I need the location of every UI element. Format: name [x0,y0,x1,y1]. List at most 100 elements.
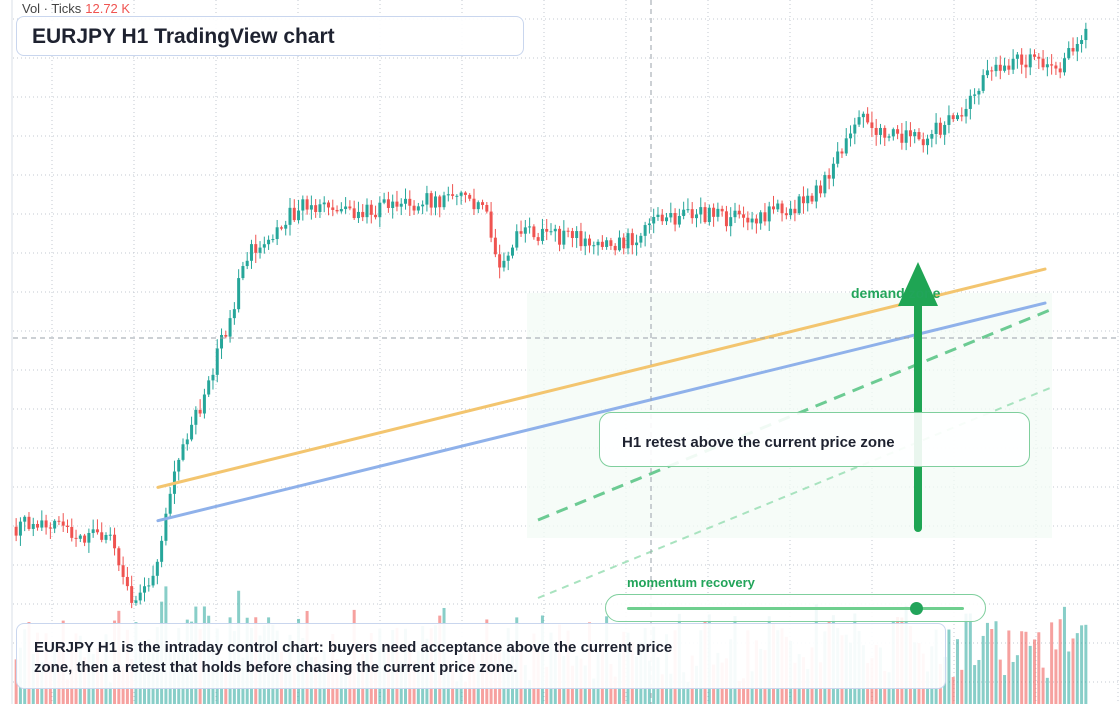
candle-body [348,206,352,209]
orange-trend-line [156,267,1047,489]
candle-body [951,115,955,120]
candle-body [331,207,335,210]
retest-note-card: H1 retest above the current price zone [599,412,1030,467]
candle-body [416,206,420,211]
candle-body [729,217,733,227]
candle-body [1080,40,1084,44]
candle-body [968,95,972,109]
volume-bar [1033,639,1037,704]
candle-body [121,565,125,577]
retest-note-text: H1 retest above the current price zone [622,434,895,451]
candle-body [365,204,369,218]
candle-body [258,247,262,253]
candle-body [134,600,138,603]
candle-body [489,211,493,238]
candle-body [887,136,891,138]
volume-bar [973,665,977,704]
candle-body [712,207,716,217]
candle-body [831,163,835,179]
candle-body [369,204,373,215]
candle-body [1045,64,1049,68]
volume-bar [455,681,459,704]
momentum-slider[interactable] [605,594,986,622]
candle-body [558,228,562,245]
candle-body [1050,64,1054,66]
volume-bar [613,676,617,704]
candle-body [472,198,476,210]
candle-body [185,439,189,445]
candle-body [78,535,82,539]
volume-bar [1084,624,1088,704]
candle-body [412,205,416,211]
slider-track[interactable] [627,607,964,610]
candle-body [652,217,656,224]
volume-value: 12.72 K [85,1,131,16]
candle-body [198,409,202,414]
candle-body [91,529,95,534]
candle-body [498,254,502,268]
candle-body [510,247,514,256]
candle-body [930,134,934,139]
candle-body [374,214,378,218]
up-arrow-icon [898,262,938,306]
candle-body [810,195,814,202]
candle-body [737,210,741,215]
candle-body [579,231,583,247]
demand-zone-label: demand zone [851,285,941,301]
volume-bar [947,629,951,704]
candle-body [960,115,964,117]
candle-body [1071,48,1075,52]
candle-body [190,424,194,440]
chart-title: EURJPY H1 TradingView chart [32,25,335,48]
candle-body [1062,58,1066,73]
trendlines [156,267,1047,523]
candle-body [181,444,185,460]
candle-body [502,260,506,268]
candle-body [523,227,527,234]
volume-bar [964,613,968,704]
candle-body [327,202,330,208]
candle-body [322,202,326,205]
candle-body [446,194,450,196]
candle-body [262,244,266,248]
candle-body [314,205,318,213]
candle-body [220,334,224,349]
volume-bar [1041,667,1045,704]
volume-bar [985,622,989,704]
candle-body [481,202,485,205]
candle-body [339,209,343,212]
candle-body [609,240,613,246]
candle-body [665,217,669,222]
volume-bar [990,628,994,704]
volume-bar [1054,649,1058,704]
candle-body [613,245,617,251]
candle-body [23,516,27,522]
candle-body [275,227,279,240]
volume-bar [1003,675,1007,704]
candle-body [763,212,767,222]
volume-bar [742,678,746,704]
candle-body [943,124,947,135]
candle-body [964,108,968,117]
candle-body [113,534,117,549]
volume-bar [981,635,985,704]
candle-body [301,199,305,211]
candle-body [660,214,664,222]
candle-body [228,318,232,337]
slider-knob[interactable] [910,602,924,615]
candle-body [130,586,134,603]
volume-bar [968,613,972,704]
candle-body [31,523,35,529]
candle-body [451,194,455,196]
candle-body [904,130,908,143]
volume-bar [1067,651,1071,704]
candle-body [588,238,592,246]
candle-body [104,534,108,540]
candle-body [900,133,904,143]
candle-body [1011,58,1015,70]
candle-body [378,202,382,218]
candle-body [754,218,758,224]
candle-body [682,209,686,216]
candle-body [318,204,322,213]
